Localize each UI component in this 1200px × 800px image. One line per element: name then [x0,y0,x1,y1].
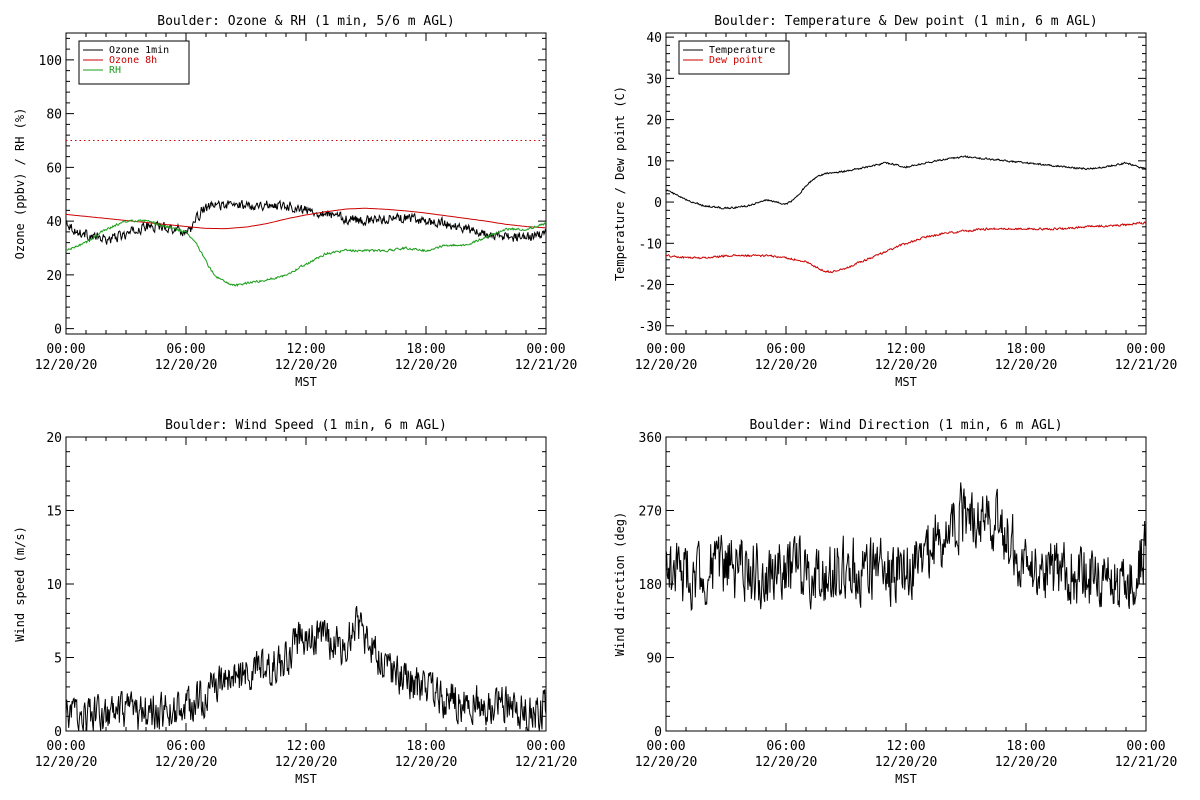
x-tick-label-date: 12/20/20 [395,755,458,770]
y-tick-label: 180 [639,578,662,593]
x-tick-label-date: 12/20/20 [635,755,698,770]
chart-title: Boulder: Temperature & Dew point (1 min,… [714,14,1098,29]
x-tick-label-time: 00:00 [526,342,565,357]
x-tick-label-time: 12:00 [286,739,325,754]
y-tick-label: 0 [54,725,62,740]
series-line-ozone-8h [66,207,546,230]
legend-label: Dew point [709,55,763,66]
legend-label: Ozone 1min [109,45,169,56]
y-tick-label: 0 [654,725,662,740]
x-tick-label-date: 12/20/20 [755,358,818,373]
x-tick-label-date: 12/21/20 [1115,755,1178,770]
y-tick-label: 20 [646,114,662,129]
y-tick-label: 10 [646,155,662,170]
y-tick-label: 10 [46,578,62,593]
y-axis-label: Wind speed (m/s) [13,526,27,642]
series-line-temperature [666,155,1146,210]
y-tick-label: 20 [46,269,62,284]
series-line-dew-point [666,221,1146,274]
x-axis-label: MST [295,375,317,389]
x-tick-label-date: 12/21/20 [515,755,578,770]
x-axis-label: MST [895,772,917,786]
x-tick-label-time: 18:00 [406,342,445,357]
y-axis-label: Temperature / Dew point (C) [613,86,627,281]
y-tick-label: 270 [639,505,662,520]
chart-title: Boulder: Wind Direction (1 min, 6 m AGL) [749,418,1062,433]
x-tick-label-time: 00:00 [646,739,685,754]
plot-frame [665,32,1147,335]
x-tick-label-time: 18:00 [406,739,445,754]
chart-title: Boulder: Ozone & RH (1 min, 5/6 m AGL) [157,14,454,29]
series-line-rh [66,219,546,288]
x-tick-label-time: 06:00 [166,342,205,357]
x-tick-label-time: 06:00 [766,739,805,754]
y-tick-label: 100 [39,54,62,69]
chart-panel-wind_dir: Boulder: Wind Direction (1 min, 6 m AGL)… [613,418,1177,786]
x-tick-label-time: 00:00 [646,342,685,357]
y-tick-label: -30 [639,320,662,335]
y-tick-label: 360 [639,431,662,446]
x-axis-label: MST [295,772,317,786]
chart-title: Boulder: Wind Speed (1 min, 6 m AGL) [165,418,447,433]
x-tick-label-date: 12/21/20 [515,358,578,373]
chart-panel-wind_speed: Boulder: Wind Speed (1 min, 6 m AGL) 0 5 10… [13,418,577,786]
series-line [666,482,1146,612]
y-tick-label: 5 [54,652,62,667]
x-tick-label-date: 12/20/20 [275,755,338,770]
chart-panel-temp_dew: Boulder: Temperature & Dew point (1 min,… [613,14,1177,389]
x-tick-label-time: 00:00 [46,739,85,754]
y-axis-label: Wind direction (deg) [613,512,627,657]
x-tick-label-date: 12/20/20 [995,755,1058,770]
legend-box [78,40,190,85]
y-tick-label: -20 [639,279,662,294]
x-tick-label-date: 12/20/20 [275,358,338,373]
y-tick-label: 40 [646,31,662,46]
y-tick-label: 0 [654,196,662,211]
y-tick-label: 15 [46,505,62,520]
legend-label: Ozone 8h [109,55,157,66]
x-tick-label-time: 00:00 [46,342,85,357]
y-tick-label: 30 [646,72,662,87]
y-tick-label: 0 [54,323,62,338]
x-tick-label-date: 12/20/20 [875,358,938,373]
x-tick-label-time: 18:00 [1006,342,1045,357]
x-tick-label-date: 12/20/20 [395,358,458,373]
x-tick-label-time: 12:00 [886,739,925,754]
x-tick-label-date: 12/20/20 [35,755,98,770]
y-tick-label: -10 [639,237,662,252]
y-tick-label: 90 [646,652,662,667]
y-axis-label: Ozone (ppbv) / RH (%) [13,108,27,260]
x-axis-label: MST [895,375,917,389]
y-tick-label: 80 [46,108,62,123]
x-tick-label-date: 12/20/20 [155,755,218,770]
chart-panel-ozone_rh: Boulder: Ozone & RH (1 min, 5/6 m AGL) 0 2… [13,14,577,389]
x-tick-label-date: 12/20/20 [875,755,938,770]
series-line-ozone-1min [66,199,546,245]
x-tick-label-time: 00:00 [1126,342,1165,357]
x-tick-label-date: 12/21/20 [1115,358,1178,373]
legend-box [678,40,790,75]
y-tick-label: 60 [46,161,62,176]
x-tick-label-time: 06:00 [766,342,805,357]
x-tick-label-time: 00:00 [1126,739,1165,754]
x-tick-label-date: 12/20/20 [635,358,698,373]
legend-label: Temperature [709,45,775,56]
y-tick-label: 40 [46,215,62,230]
y-tick-label: 20 [46,431,62,446]
legend-label: RH [109,65,121,76]
x-tick-label-time: 06:00 [166,739,205,754]
x-tick-label-time: 12:00 [886,342,925,357]
x-tick-label-time: 00:00 [526,739,565,754]
x-tick-label-date: 12/20/20 [35,358,98,373]
x-tick-label-time: 12:00 [286,342,325,357]
x-tick-label-date: 12/20/20 [155,358,218,373]
x-tick-label-date: 12/20/20 [995,358,1058,373]
x-tick-label-date: 12/20/20 [755,755,818,770]
x-tick-label-time: 18:00 [1006,739,1045,754]
series-line [66,606,546,731]
plot-frame [65,436,547,732]
